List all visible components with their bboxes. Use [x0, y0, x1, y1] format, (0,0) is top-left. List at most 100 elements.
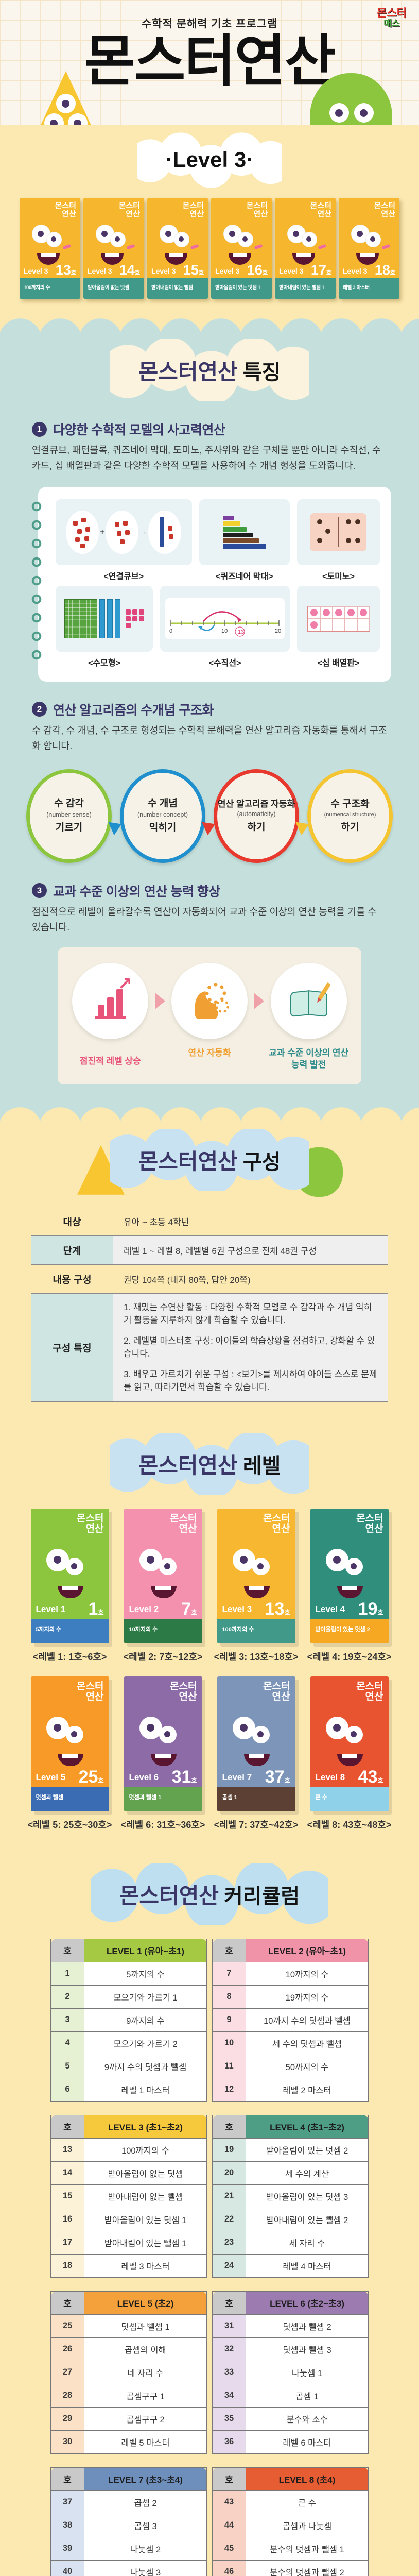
- curriculum-row: 45 분수의 덧셈과 뺄셈 1: [212, 2536, 369, 2561]
- curriculum-table: 호 LEVEL 3 (초1~초2) 13 100까지의 수 14 받아올림이 없는 덧셈…: [50, 2114, 207, 2278]
- curriculum-row: 37 곱셈 2: [50, 2490, 207, 2514]
- model-connecting-cubes: + → <연결큐브>: [56, 499, 192, 582]
- curriculum-row: 21 받아올림이 있는 덧셈 3: [212, 2184, 369, 2208]
- cover-eye-icon: [232, 1548, 255, 1571]
- book-cover: 몬스터 연산 Level 3 13호 100까지의 수: [217, 1508, 295, 1643]
- bar-chart-icon: [94, 974, 132, 1019]
- curriculum-pair: 호 LEVEL 3 (초1~초2) 13 100까지의 수 14 받아올림이 없는 덧셈…: [50, 2114, 369, 2278]
- book-cover: 몬스터 연산 Level 3 16호 받아올림이 있는 덧셈 1: [211, 198, 272, 299]
- curriculum-row: 33 나눗셈 1: [212, 2360, 369, 2384]
- cover-mouth-icon: [292, 253, 315, 265]
- curriculum-row: 25 덧셈과 뺄셈 1: [50, 2314, 207, 2338]
- level-caption: <레벨 2: 7호~12호>: [123, 1651, 203, 1662]
- hero-section: 몬스터 매스 수학적 문해력 기초 프로그램 몬스터연산: [0, 0, 419, 148]
- model-number-line: 0 10 13 20 <수직선>: [160, 585, 290, 668]
- curriculum-row: 9 10까지 수의 덧셈과 뺄셈: [212, 2008, 369, 2032]
- curriculum-row: 36 레벨 6 마스터: [212, 2430, 369, 2454]
- level-cover-item: 몬스터 연산 Level 8 43호 큰 수 <레벨 8: 43호~48호>: [306, 1676, 392, 1831]
- curriculum-row: 26 곱셈의 이해: [50, 2337, 207, 2361]
- page-title: 몬스터연산: [84, 30, 336, 92]
- composition-section: 몬스터연산 구성 대상 유아 ~ 초등 4학년 단계 레벨 1 ~ 레벨 8, 레벨별…: [0, 1124, 419, 2576]
- feature-1-heading: 1 다양한 수학적 모델의 사고력연산: [32, 420, 387, 438]
- curriculum-row: 1 5까지의 수: [50, 1961, 207, 1986]
- level-caption: <레벨 4: 19호~24호>: [307, 1651, 392, 1662]
- cover-eye-icon: [302, 232, 317, 247]
- math-models-card: + → <연결큐브> <퀴즈네어 막대> <도미노: [30, 486, 391, 682]
- level-cover-item: 몬스터 연산 Level 3 13호 100까지의 수 <레벨 3: 13호~18…: [213, 1508, 299, 1663]
- curriculum-row: 19 받아올림이 있는 덧셈 2: [212, 2138, 369, 2162]
- book-cover: 몬스터 연산 Level 3 13호 100까지의 수: [20, 198, 80, 299]
- book-cover: 몬스터 연산 Level 3 17호 받아내림이 있는 뺄셈 1: [275, 198, 336, 299]
- curriculum-row: 16 받아올림이 있는 덧셈 1: [50, 2207, 207, 2231]
- curriculum-row: 5 9까지 수의 덧셈과 뺄셈: [50, 2054, 207, 2078]
- level-badge: ·Level 3·: [136, 132, 283, 188]
- curriculum-row: 17 받아내림이 있는 뺄셈 1: [50, 2230, 207, 2255]
- cover-eye-icon: [174, 232, 189, 247]
- feature-3-body: 점진적으로 레벨이 올라갈수록 연산이 자동화되어 교과 수준 이상의 연산 능…: [32, 906, 377, 933]
- composition-table: 대상 유아 ~ 초등 4학년 단계 레벨 1 ~ 레벨 8, 레벨별 6권 구성으로…: [31, 1206, 388, 1402]
- curriculum-row: 13 100까지의 수: [50, 2138, 207, 2162]
- cover-mouth-icon: [337, 1585, 363, 1598]
- program-tagline: 수학적 문해력 기초 프로그램: [141, 18, 278, 30]
- literacy-flow-diagram: 수 감각 (number sense) 기르기 수 개념 (number concep…: [15, 769, 404, 863]
- feature-3-heading: 3 교과 수준 이상의 연산 능력 향상: [32, 882, 387, 900]
- level-cover-item: 몬스터 연산 Level 4 19호 받아올림이 있는 덧셈 2 <레벨 4: 1…: [306, 1508, 392, 1663]
- curriculum-row: 24 레벨 4 마스터: [212, 2253, 369, 2278]
- cover-mouth-icon: [150, 1753, 177, 1766]
- flow-number-sense: 수 감각 (number sense) 기르기: [26, 769, 112, 863]
- feature-2-heading: 2 연산 알고리즘의 수개념 구조화: [32, 700, 387, 719]
- level-cover-item: 몬스터 연산 Level 2 7호 10까지의 수 <레벨 2: 7호~12호>: [120, 1508, 206, 1663]
- cover-eye-icon: [325, 1548, 348, 1571]
- hero-covers-row: 몬스터 연산 Level 3 13호 100까지의 수 몬스터 연산 Level 3…: [0, 198, 419, 299]
- curriculum-row: 29 곱셈구구 2: [50, 2406, 207, 2431]
- cover-mouth-icon: [37, 253, 60, 265]
- flow-structure: 수 구조화 (numerical structure) 하기: [307, 769, 393, 863]
- head-gears-icon: [193, 982, 229, 1019]
- book-cover: 몬스터 연산 Level 8 43호 큰 수: [310, 1676, 389, 1811]
- level-cover-item: 몬스터 연산 Level 5 25호 덧셈과 뺄셈 <레벨 5: 25호~30호>: [27, 1676, 113, 1831]
- curriculum-row: 7 10까지의 수: [212, 1961, 369, 1986]
- curriculum-row: 22 받아내림이 있는 뺄셈 2: [212, 2207, 369, 2231]
- book-cover: 몬스터 연산 Level 3 15호 받아내림이 없는 뺄셈: [147, 198, 208, 299]
- number-line-svg: 0 10 13 20: [169, 611, 281, 637]
- curriculum-row: 27 네 자리 수: [50, 2360, 207, 2384]
- book-cover: 몬스터 연산 Level 6 31호 덧셈과 뺄셈 1: [124, 1676, 202, 1811]
- curriculum-row: 14 받아올림이 없는 덧셈: [50, 2161, 207, 2185]
- cover-mouth-icon: [243, 1753, 270, 1766]
- cover-eye-icon: [325, 1716, 348, 1739]
- curriculum-row: 28 곱셈구구 1: [50, 2383, 207, 2408]
- curriculum-title-badge: 몬스터연산 커리큘럼: [90, 1862, 329, 1925]
- cover-eye-icon: [46, 1716, 69, 1739]
- book-pencil-icon: [290, 982, 331, 1017]
- cover-eye-icon: [232, 1716, 255, 1739]
- curriculum-row: 12 레벨 2 마스터: [212, 2077, 369, 2102]
- domino-image: [296, 499, 380, 565]
- curriculum-row: 3 9까지의 수: [50, 2008, 207, 2032]
- curriculum-row: 11 50까지의 수: [212, 2054, 369, 2078]
- cover-mouth-icon: [57, 1753, 83, 1766]
- level-caption: <레벨 1: 1호~6호>: [32, 1651, 107, 1662]
- cover-eye-icon: [139, 1716, 162, 1739]
- curriculum-pair: 호 LEVEL 1 (유아~초1) 1 5까지의 수 2 모으기와 가르기 1 3 9까지의…: [50, 1938, 369, 2102]
- curriculum-row: 6 레벨 1 마스터: [50, 2077, 207, 2102]
- growth-card: 점진적 레벨 상승 연산 자동화 교과 수준 이상의 연산 능력 발전: [58, 947, 361, 1084]
- curriculum-row: 38 곱셈 3: [50, 2513, 207, 2537]
- curriculum-row: 39 나눗셈 2: [50, 2536, 207, 2561]
- curriculum-table: 호 LEVEL 1 (유아~초1) 1 5까지의 수 2 모으기와 가르기 1 3 9까지의…: [50, 1938, 207, 2102]
- cover-eye-icon: [46, 1548, 69, 1571]
- book-cover: 몬스터 연산 Level 4 19호 받아올림이 있는 덧셈 2: [310, 1508, 389, 1643]
- curriculum-row: 46 분수의 덧셈과 뺄셈 2: [212, 2560, 369, 2576]
- cover-eye-icon: [46, 232, 62, 247]
- flow-number-concept: 수 개념 (number concept) 익히기: [120, 769, 205, 863]
- model-domino: <도미노>: [296, 499, 380, 582]
- curriculum-row: 32 덧셈과 뺄셈 3: [212, 2337, 369, 2361]
- features-section: 몬스터연산 특징 1 다양한 수학적 모델의 사고력연산 연결큐브, 패턴블록, …: [0, 336, 419, 1105]
- cover-mouth-icon: [356, 253, 379, 265]
- cover-mouth-icon: [101, 253, 124, 265]
- flow-automaticity: 연산 알고리즘 자동화 (automaticity) 하기: [214, 769, 299, 863]
- book-cover: 몬스터 연산 Level 3 14호 받아올림이 없는 덧셈: [83, 198, 144, 299]
- composition-title-badge: 몬스터연산 구성: [109, 1128, 310, 1191]
- cover-eye-icon: [252, 1557, 270, 1575]
- growth-ability: 교과 수준 이상의 연산 능력 발전: [265, 962, 353, 1071]
- growth-level-up: 점진적 레벨 상승: [66, 962, 154, 1067]
